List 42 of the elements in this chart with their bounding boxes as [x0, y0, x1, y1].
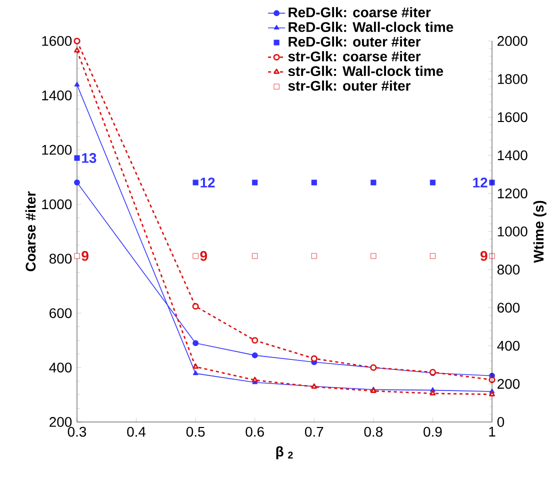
y-tick-label: 1000: [42, 199, 72, 210]
legend-label: ReD-Glk: Wall-clock time: [288, 22, 454, 32]
x-tick-label: 0.3: [68, 426, 86, 437]
x-tick-label: 0.4: [127, 426, 146, 437]
y-tick-label: 400: [49, 362, 72, 373]
legend-label: ReD-Glk: outer #iter: [288, 36, 421, 47]
y2-tick-label: 1600: [498, 112, 528, 122]
x-tick-label: 0.6: [246, 426, 264, 437]
x-axis-title: β $_{2}$: [276, 446, 293, 460]
legend-label: str-Glk: outer #iter: [288, 80, 411, 91]
annotation: 9: [200, 251, 208, 261]
annotation: 13: [82, 153, 96, 163]
legend-label: str-Glk: coarse #iter: [288, 51, 421, 62]
y2-tick-label: 2000: [498, 36, 528, 46]
y-tick-label: 600: [50, 308, 72, 318]
y2-tick-label: 1800: [498, 74, 528, 84]
annotation: 12: [473, 178, 488, 188]
y2-tick-label: 200: [498, 378, 520, 389]
x-tick-label: 1: [489, 426, 496, 436]
x-tick-label: 0.9: [424, 426, 442, 437]
y2-tick-label: 600: [498, 302, 520, 313]
x-tick-label: 0.7: [304, 426, 324, 437]
y-tick-label: 1400: [42, 90, 72, 100]
legend-label: str-Glk: Wall-clock time: [288, 66, 444, 76]
annotation: 9: [480, 251, 488, 261]
x-tick-label: 0.5: [186, 426, 205, 437]
annotation: 12: [200, 178, 215, 188]
annotation: 9: [82, 251, 88, 261]
y2-tick-label: 400: [497, 340, 520, 351]
y-tick-label: 200: [50, 417, 72, 427]
y2-tick-label: 1200: [498, 188, 528, 198]
y2-tick-label: 0: [497, 417, 504, 427]
y-tick-label: 800: [49, 254, 72, 264]
y2-tick-label: 1400: [498, 150, 528, 160]
y2-tick-label: 800: [497, 264, 520, 275]
y-tick-label: 1600: [42, 36, 72, 46]
legend-label: ReD-Glk: coarse #iter: [288, 7, 431, 18]
y2-axis-title: Wtime (s): [533, 200, 546, 263]
y-axis-title: Coarse #iter: [25, 191, 36, 272]
y2-tick-label: 1000: [498, 226, 528, 236]
x-tick-label: 0.8: [364, 426, 383, 437]
y-tick-label: 1200: [42, 144, 72, 155]
